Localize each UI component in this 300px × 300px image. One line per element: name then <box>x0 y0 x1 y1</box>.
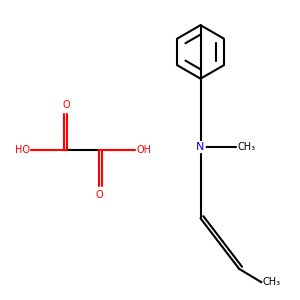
Text: OH: OH <box>136 145 152 155</box>
Text: N: N <box>196 142 205 152</box>
Text: O: O <box>63 100 70 110</box>
Text: HO: HO <box>15 145 30 155</box>
Text: CH₃: CH₃ <box>238 142 256 152</box>
Text: O: O <box>96 190 103 200</box>
Text: CH₃: CH₃ <box>263 277 281 287</box>
